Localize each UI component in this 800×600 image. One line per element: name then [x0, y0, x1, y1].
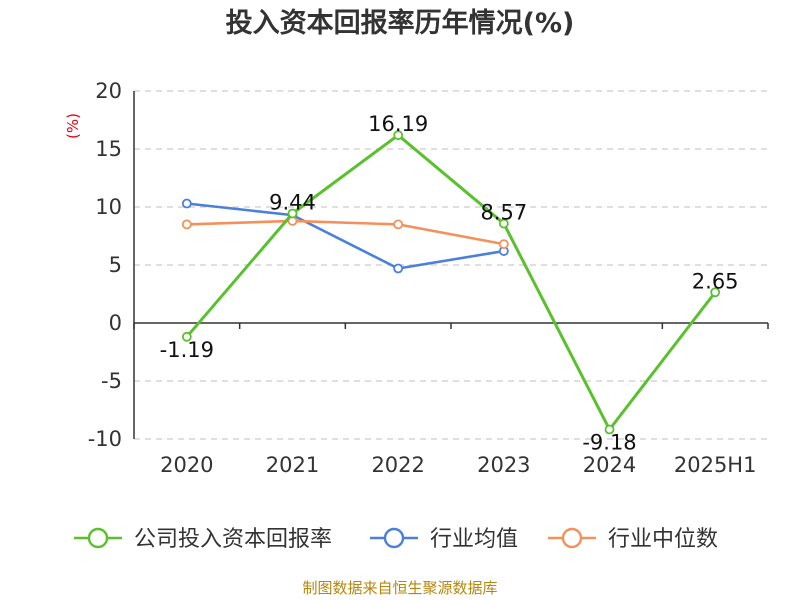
data-label: 8.57	[480, 201, 527, 225]
data-point	[498, 239, 509, 250]
legend-marker	[87, 527, 109, 549]
y-axis-unit-label: (%)	[64, 113, 82, 139]
y-tick-label: 15	[95, 137, 122, 161]
y-tick-labels: 20 15 10 5 0 -5 -10	[88, 79, 122, 451]
y-tick-label: 5	[109, 253, 122, 277]
data-label: -9.18	[582, 430, 636, 454]
y-tick-label: -5	[101, 369, 122, 393]
data-point	[181, 331, 192, 342]
y-tick-label: -10	[88, 427, 122, 451]
x-tick-labels: 2020 2021 2022 2023 2024 2025H1	[160, 453, 756, 477]
data-point	[710, 287, 721, 298]
y-tick-label: 20	[95, 79, 122, 103]
data-label: 16.19	[368, 112, 428, 136]
data-label: -1.19	[160, 338, 214, 362]
data-label: 9.44	[269, 190, 316, 214]
axes	[133, 91, 769, 439]
source-footer: 制图数据来自恒生聚源数据库	[302, 579, 497, 597]
data-point	[393, 130, 404, 141]
x-tick-label: 2023	[477, 453, 530, 477]
data-point	[393, 219, 404, 230]
y-tick-label: 0	[109, 311, 122, 335]
data-labels: -1.19 9.44 16.19 8.57 -9.18 2.65	[160, 112, 739, 454]
data-point	[287, 208, 298, 219]
x-tick-label: 2025H1	[674, 453, 757, 477]
series-line	[186, 202, 505, 270]
series-lines	[181, 130, 721, 435]
x-tick-label: 2024	[583, 453, 636, 477]
legend-marker	[561, 527, 583, 549]
x-tick-label: 2020	[160, 453, 213, 477]
legend-marker	[383, 527, 405, 549]
data-point	[393, 263, 404, 274]
legend-label: 行业中位数	[608, 527, 718, 552]
x-tick-label: 2022	[371, 453, 424, 477]
data-point	[181, 219, 192, 230]
chart-title: 投入资本回报率历年情况(%)	[226, 7, 575, 39]
series-line	[185, 133, 717, 431]
data-point	[181, 198, 192, 209]
data-point	[604, 424, 615, 435]
series-line	[186, 219, 505, 246]
legend-label: 公司投入资本回报率	[134, 527, 332, 552]
legend: 公司投入资本回报率 行业均值 行业中位数	[74, 527, 718, 552]
y-tick-label: 10	[95, 195, 122, 219]
x-tick-label: 2021	[266, 453, 319, 477]
grid-lines	[134, 90, 768, 440]
legend-label: 行业均值	[430, 527, 518, 552]
data-point	[498, 218, 509, 229]
data-label: 2.65	[692, 269, 739, 293]
